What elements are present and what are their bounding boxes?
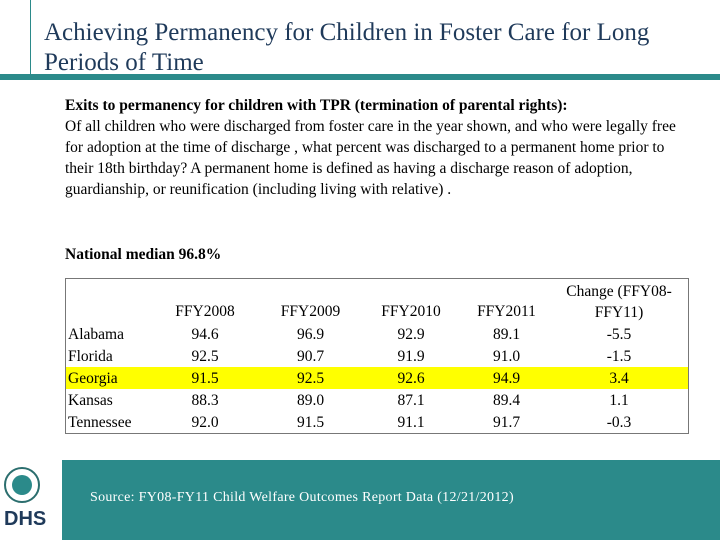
row: Kansas 88.3 89.0 87.1 89.4 1.1 <box>66 389 689 411</box>
cell: 94.9 <box>492 370 521 387</box>
cell: 92.0 <box>191 414 219 431</box>
cell: 91.7 <box>492 414 521 431</box>
cell: 88.3 <box>191 392 219 409</box>
column-header: FFY2009 <box>280 303 341 320</box>
column-header: FFY2010 <box>381 303 441 320</box>
header-row: FFY2008 FFY2009 FFY2010 FFY2011 Change (FFY0… <box>66 279 689 324</box>
cell: 92.5 <box>296 370 325 387</box>
row: Tennessee 92.0 91.5 91.1 91.7 -0.3 <box>66 411 689 434</box>
state: Tennessee <box>68 414 132 431</box>
cell: -0.3 <box>606 414 632 431</box>
table: FFY2008 FFY2009 FFY2010 FFY2011 Change (FFY0… <box>65 278 689 434</box>
cell: 89.0 <box>296 392 325 409</box>
cell: 3.4 <box>609 370 629 387</box>
cell: 1.1 <box>609 392 629 409</box>
row: Florida 92.5 90.7 91.9 91.0 -1.5 <box>66 345 689 367</box>
cell: 91.9 <box>397 348 425 365</box>
column-header: Change (FFY08-FFY11) <box>566 283 672 321</box>
cell: 91.0 <box>492 348 521 365</box>
column-header <box>66 279 149 324</box>
footer-band <box>62 460 720 540</box>
body: Of all children who were discharged from… <box>65 118 676 198</box>
cell: 92.6 <box>397 370 425 387</box>
cell: -5.5 <box>606 326 632 343</box>
row: Alabama 94.6 96.9 92.9 89.1 -5.5 <box>66 323 689 345</box>
band <box>0 74 720 80</box>
cell: 91.1 <box>397 414 425 431</box>
rule <box>30 0 31 80</box>
logo: DHS <box>0 455 60 540</box>
title: Achieving Permanency for Children in Fos… <box>44 19 650 76</box>
state: Georgia <box>68 370 118 387</box>
cell: 94.6 <box>191 326 219 343</box>
cell: 90.7 <box>296 348 325 365</box>
state: Alabama <box>68 326 124 343</box>
state: Kansas <box>68 392 113 409</box>
cell: 92.5 <box>191 348 219 365</box>
cell: 92.9 <box>397 326 425 343</box>
lead: Exits to permanency for children with TP… <box>65 97 568 114</box>
cell: 89.4 <box>492 392 521 409</box>
cell: 96.9 <box>296 326 325 343</box>
column-header: FFY2011 <box>477 303 536 320</box>
intro: Exits to permanency for children with TP… <box>65 95 685 200</box>
cell: 87.1 <box>397 392 425 409</box>
cell: 91.5 <box>296 414 325 431</box>
cell: 91.5 <box>191 370 219 387</box>
median: National median 96.8% <box>65 246 222 263</box>
column-header: FFY2008 <box>175 303 235 320</box>
state: Florida <box>68 348 113 365</box>
cell: 89.1 <box>492 326 521 343</box>
row: Georgia 91.5 92.5 92.6 94.9 3.4 <box>65 367 689 389</box>
logo-text: DHS <box>4 508 46 530</box>
source: Source: FY08-FY11 Child Welfare Outcomes… <box>90 490 514 505</box>
cell: -1.5 <box>606 348 632 365</box>
